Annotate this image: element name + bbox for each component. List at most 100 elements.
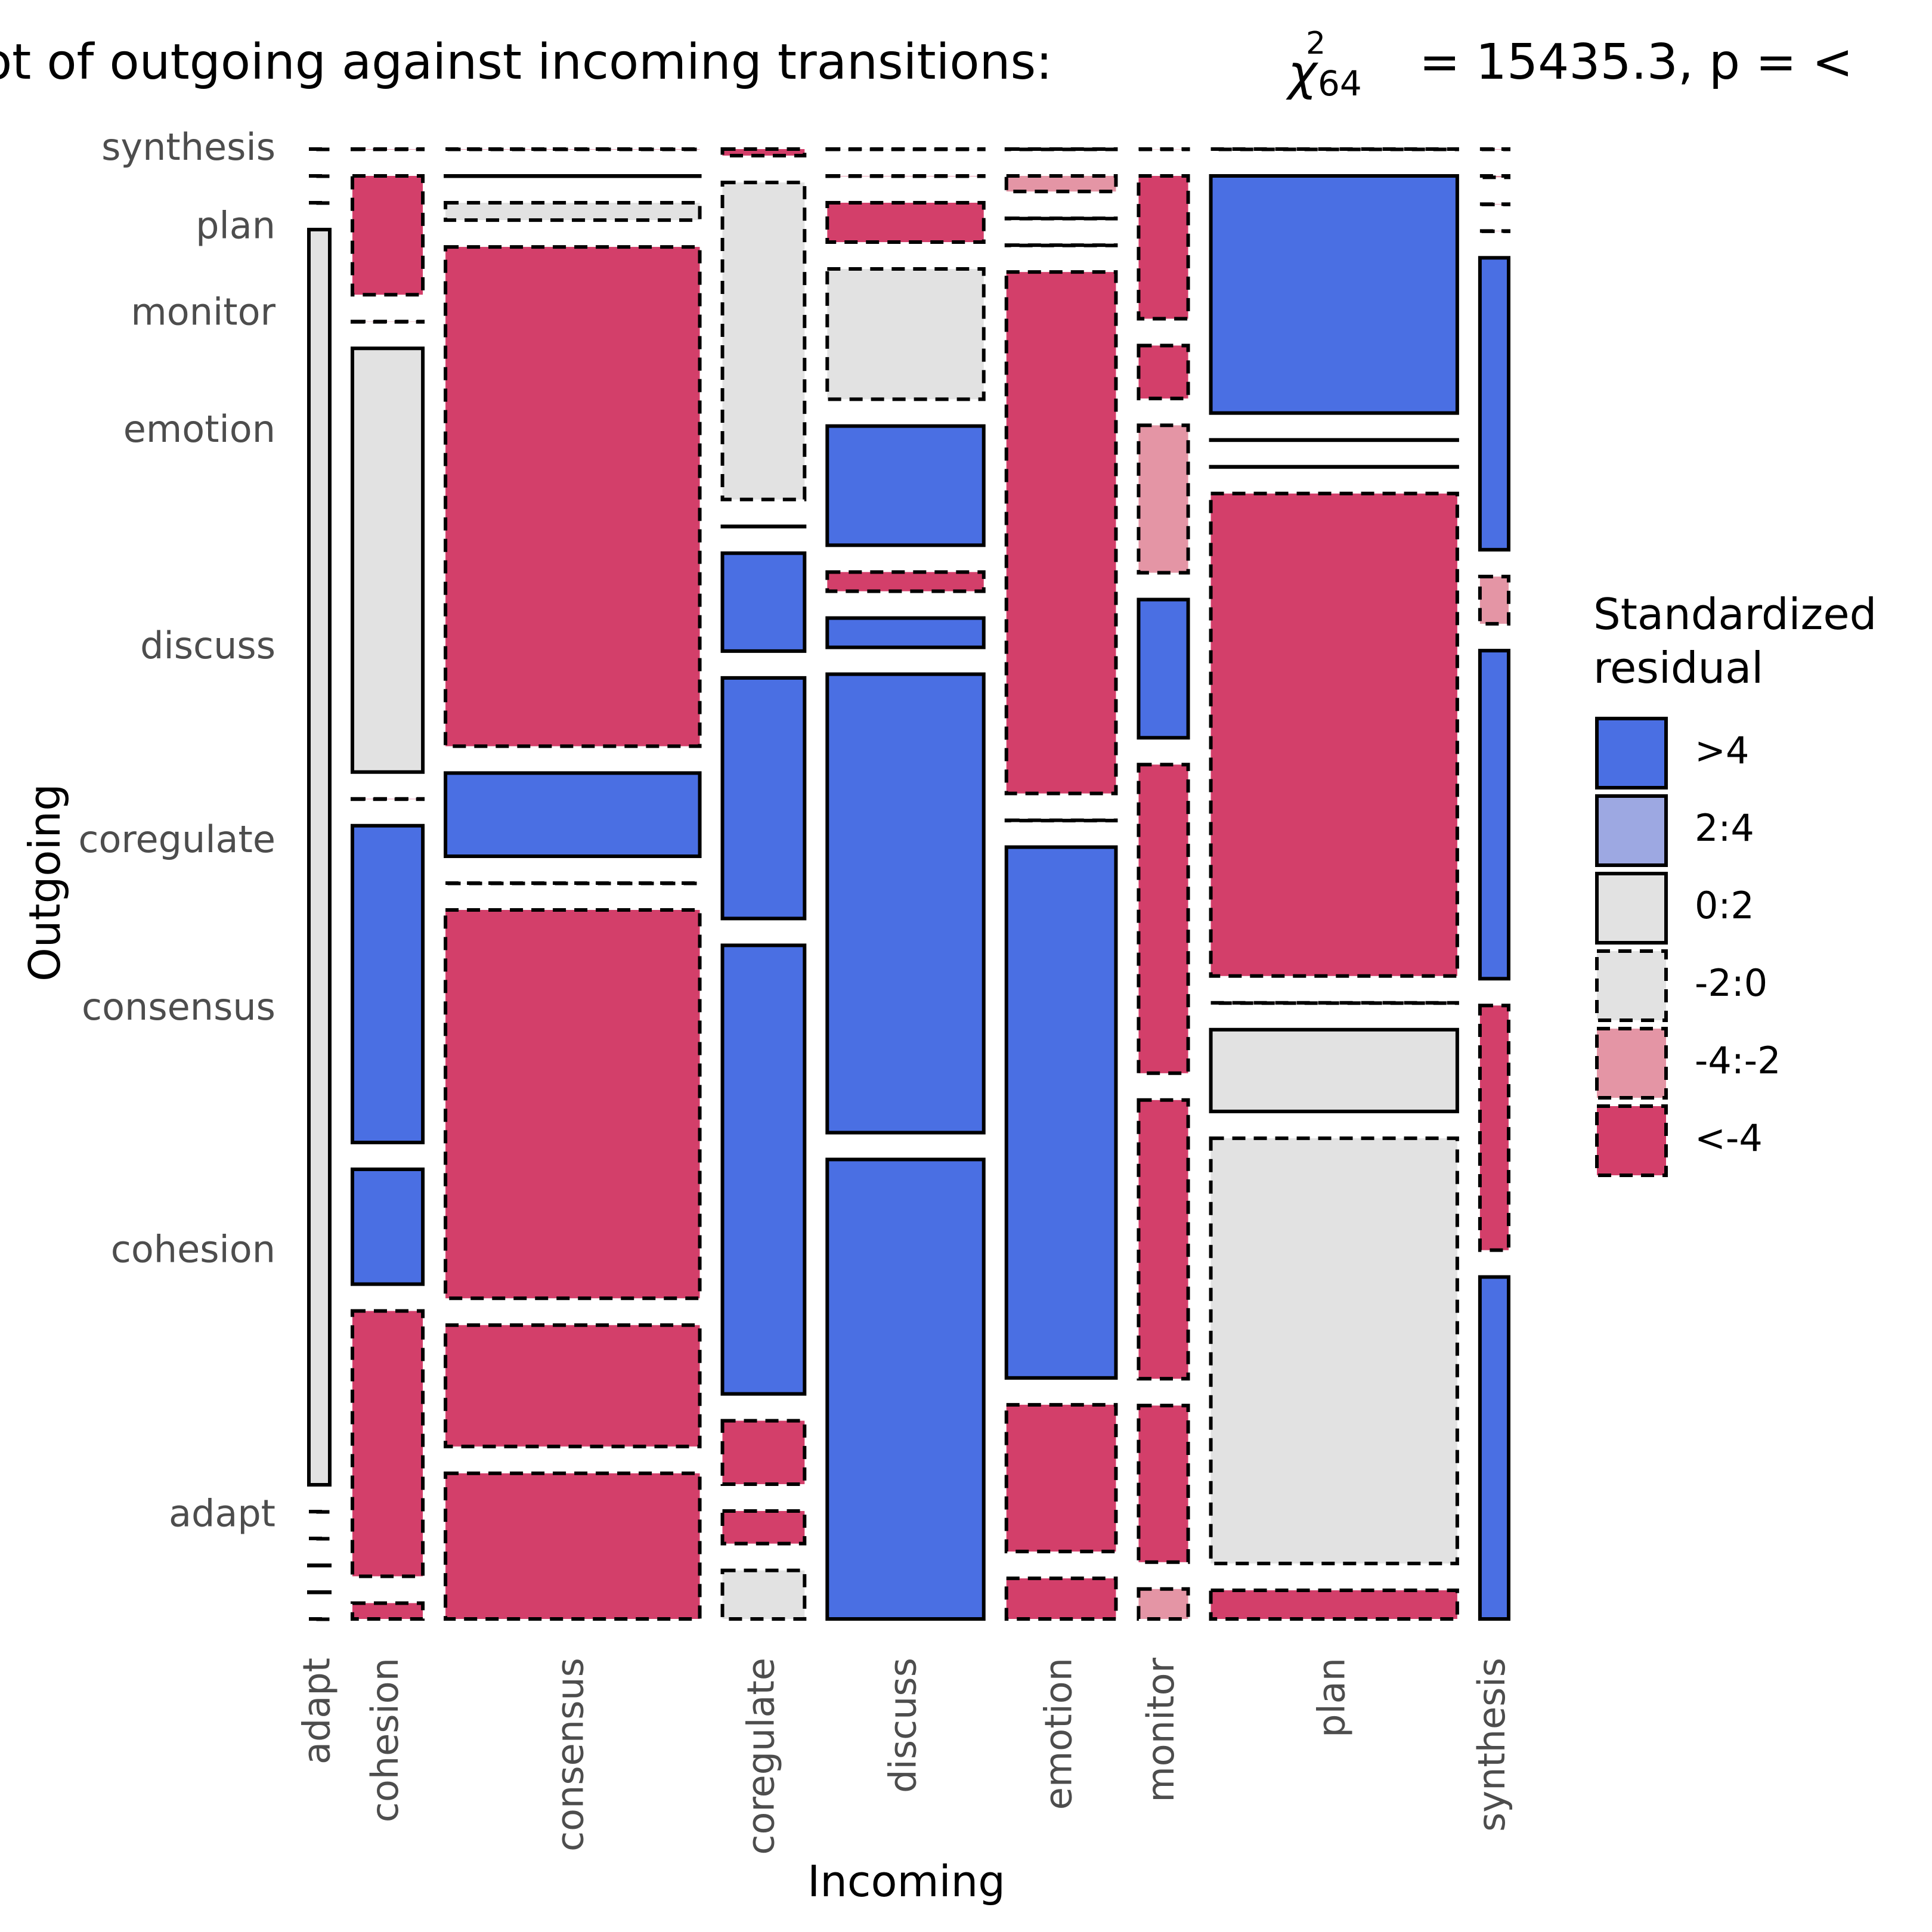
mosaic-cell	[350, 1309, 425, 1578]
mosaic-cell	[1478, 1004, 1510, 1252]
mosaic-cell	[720, 1419, 807, 1486]
mosaic-cell	[720, 180, 807, 501]
mosaic-cell	[825, 1157, 986, 1621]
mosaic-cell	[350, 320, 425, 324]
mosaic-cell	[1209, 491, 1459, 978]
mosaic-cell	[444, 1471, 702, 1621]
mosaic-cell	[825, 267, 986, 401]
mosaic-cell	[825, 174, 986, 178]
mosaic-cell	[1209, 1589, 1459, 1621]
y-tick-label: plan	[196, 203, 275, 247]
x-tick-label: monitor	[1139, 1658, 1182, 1803]
legend-key	[1595, 1027, 1668, 1100]
mosaic-cell	[350, 1601, 425, 1621]
mosaic-cell	[1004, 147, 1118, 151]
legend-key	[1595, 717, 1668, 789]
mosaic-cell	[1209, 1136, 1459, 1566]
y-tick-label: monitor	[131, 290, 275, 334]
mosaic-cell	[1004, 1402, 1118, 1553]
mosaic-cell	[1209, 1027, 1459, 1113]
mosaic-cell	[825, 570, 986, 593]
mosaic-cell	[1209, 147, 1459, 151]
mosaic-cell	[720, 1509, 807, 1546]
mosaic-cell	[307, 1537, 332, 1541]
mosaic-cell	[444, 771, 702, 858]
mosaic-cell	[1137, 343, 1190, 401]
mosaic-cell	[825, 201, 986, 244]
legend-title-line-1: Standardized	[1593, 589, 1877, 639]
mosaic-cell	[307, 174, 332, 178]
mosaic-cell	[1137, 1587, 1190, 1621]
mosaic-cell	[350, 797, 425, 801]
legend-label: 0:2	[1695, 884, 1754, 927]
legend-title-line-2: residual	[1593, 643, 1763, 693]
x-tick-label: coregulate	[739, 1658, 783, 1855]
y-tick-label: discuss	[140, 624, 275, 667]
y-tick-label: emotion	[123, 407, 275, 451]
x-tick-label: plan	[1309, 1658, 1353, 1738]
x-tick-label: cohesion	[363, 1658, 407, 1822]
mosaic-cell	[1004, 216, 1118, 221]
x-tick-label: emotion	[1037, 1658, 1080, 1810]
y-tick-label: synthesis	[101, 125, 275, 169]
y-axis-title: Outgoing	[20, 784, 70, 982]
title-stat-subscript: 64	[1318, 63, 1362, 104]
mosaic-cell	[350, 147, 425, 151]
y-tick-labels: adapt cohesion consensus coregulate discuss e…	[78, 125, 275, 1535]
mosaic-cell	[1478, 649, 1510, 981]
mosaic-cell	[1478, 256, 1510, 552]
mosaic-cell	[1137, 174, 1190, 321]
legend-label: >4	[1695, 729, 1749, 772]
legend-label: -2:0	[1695, 961, 1767, 1005]
y-tick-label: consensus	[82, 985, 275, 1029]
legend-key	[1595, 794, 1668, 867]
mosaic-cell	[307, 1590, 332, 1594]
x-tick-label: adapt	[295, 1658, 339, 1764]
x-tick-label: discuss	[881, 1658, 925, 1793]
mosaic-cell	[720, 943, 807, 1396]
mosaic-cell	[1004, 174, 1118, 194]
x-tick-label: synthesis	[1470, 1658, 1513, 1832]
mosaic-cell	[1209, 438, 1459, 442]
mosaic-cell	[1478, 174, 1510, 179]
mosaic-cell	[444, 245, 702, 748]
x-tick-labels: adapt cohesion consensus coregulate discuss e…	[295, 1658, 1513, 1855]
legend-label: <-4	[1695, 1116, 1763, 1160]
mosaic-cell	[720, 676, 807, 921]
title-stat-symbol: χ	[1286, 45, 1319, 101]
mosaic-cell	[1209, 1001, 1459, 1005]
chart-title: ot of outgoing against incoming transiti…	[0, 26, 1853, 104]
mosaic-cell	[350, 823, 425, 1144]
title-stat-superscript: 2	[1306, 26, 1326, 61]
mosaic-cell	[444, 201, 702, 222]
mosaic-cell	[444, 1323, 702, 1448]
mosaic-cell	[1137, 597, 1190, 740]
mosaic-cell	[825, 424, 986, 547]
x-tick-label: consensus	[548, 1658, 592, 1852]
x-axis-title: Incoming	[807, 1856, 1005, 1906]
mosaic-cell	[1137, 423, 1190, 575]
legend: Standardized residual >4 2:4 0:2 -2:0 -4:-2 <…	[1593, 589, 1877, 1177]
legend-key	[1595, 1104, 1668, 1177]
mosaic-cell	[1478, 202, 1510, 206]
y-tick-label: cohesion	[111, 1228, 275, 1271]
mosaic-cell	[350, 346, 425, 774]
mosaic-cell	[720, 551, 807, 653]
mosaic-cell	[1209, 174, 1459, 415]
mosaic-cell	[350, 174, 425, 297]
mosaic-cell	[1004, 1576, 1118, 1621]
title-suffix: = 15435.3, p = <	[1419, 34, 1853, 91]
mosaic-cell	[1004, 845, 1118, 1380]
mosaic-cell	[825, 672, 986, 1135]
mosaic-cells	[307, 147, 1510, 1621]
legend-label: 2:4	[1695, 806, 1754, 850]
mosaic-cell	[1004, 270, 1118, 795]
mosaic-cell	[1137, 147, 1190, 151]
mosaic-cell	[1137, 1098, 1190, 1381]
mosaic-cell	[825, 616, 986, 649]
mosaic-cell	[825, 147, 986, 151]
legend-key	[1595, 872, 1668, 945]
mosaic-cell	[444, 881, 702, 886]
y-tick-label: coregulate	[78, 818, 275, 861]
